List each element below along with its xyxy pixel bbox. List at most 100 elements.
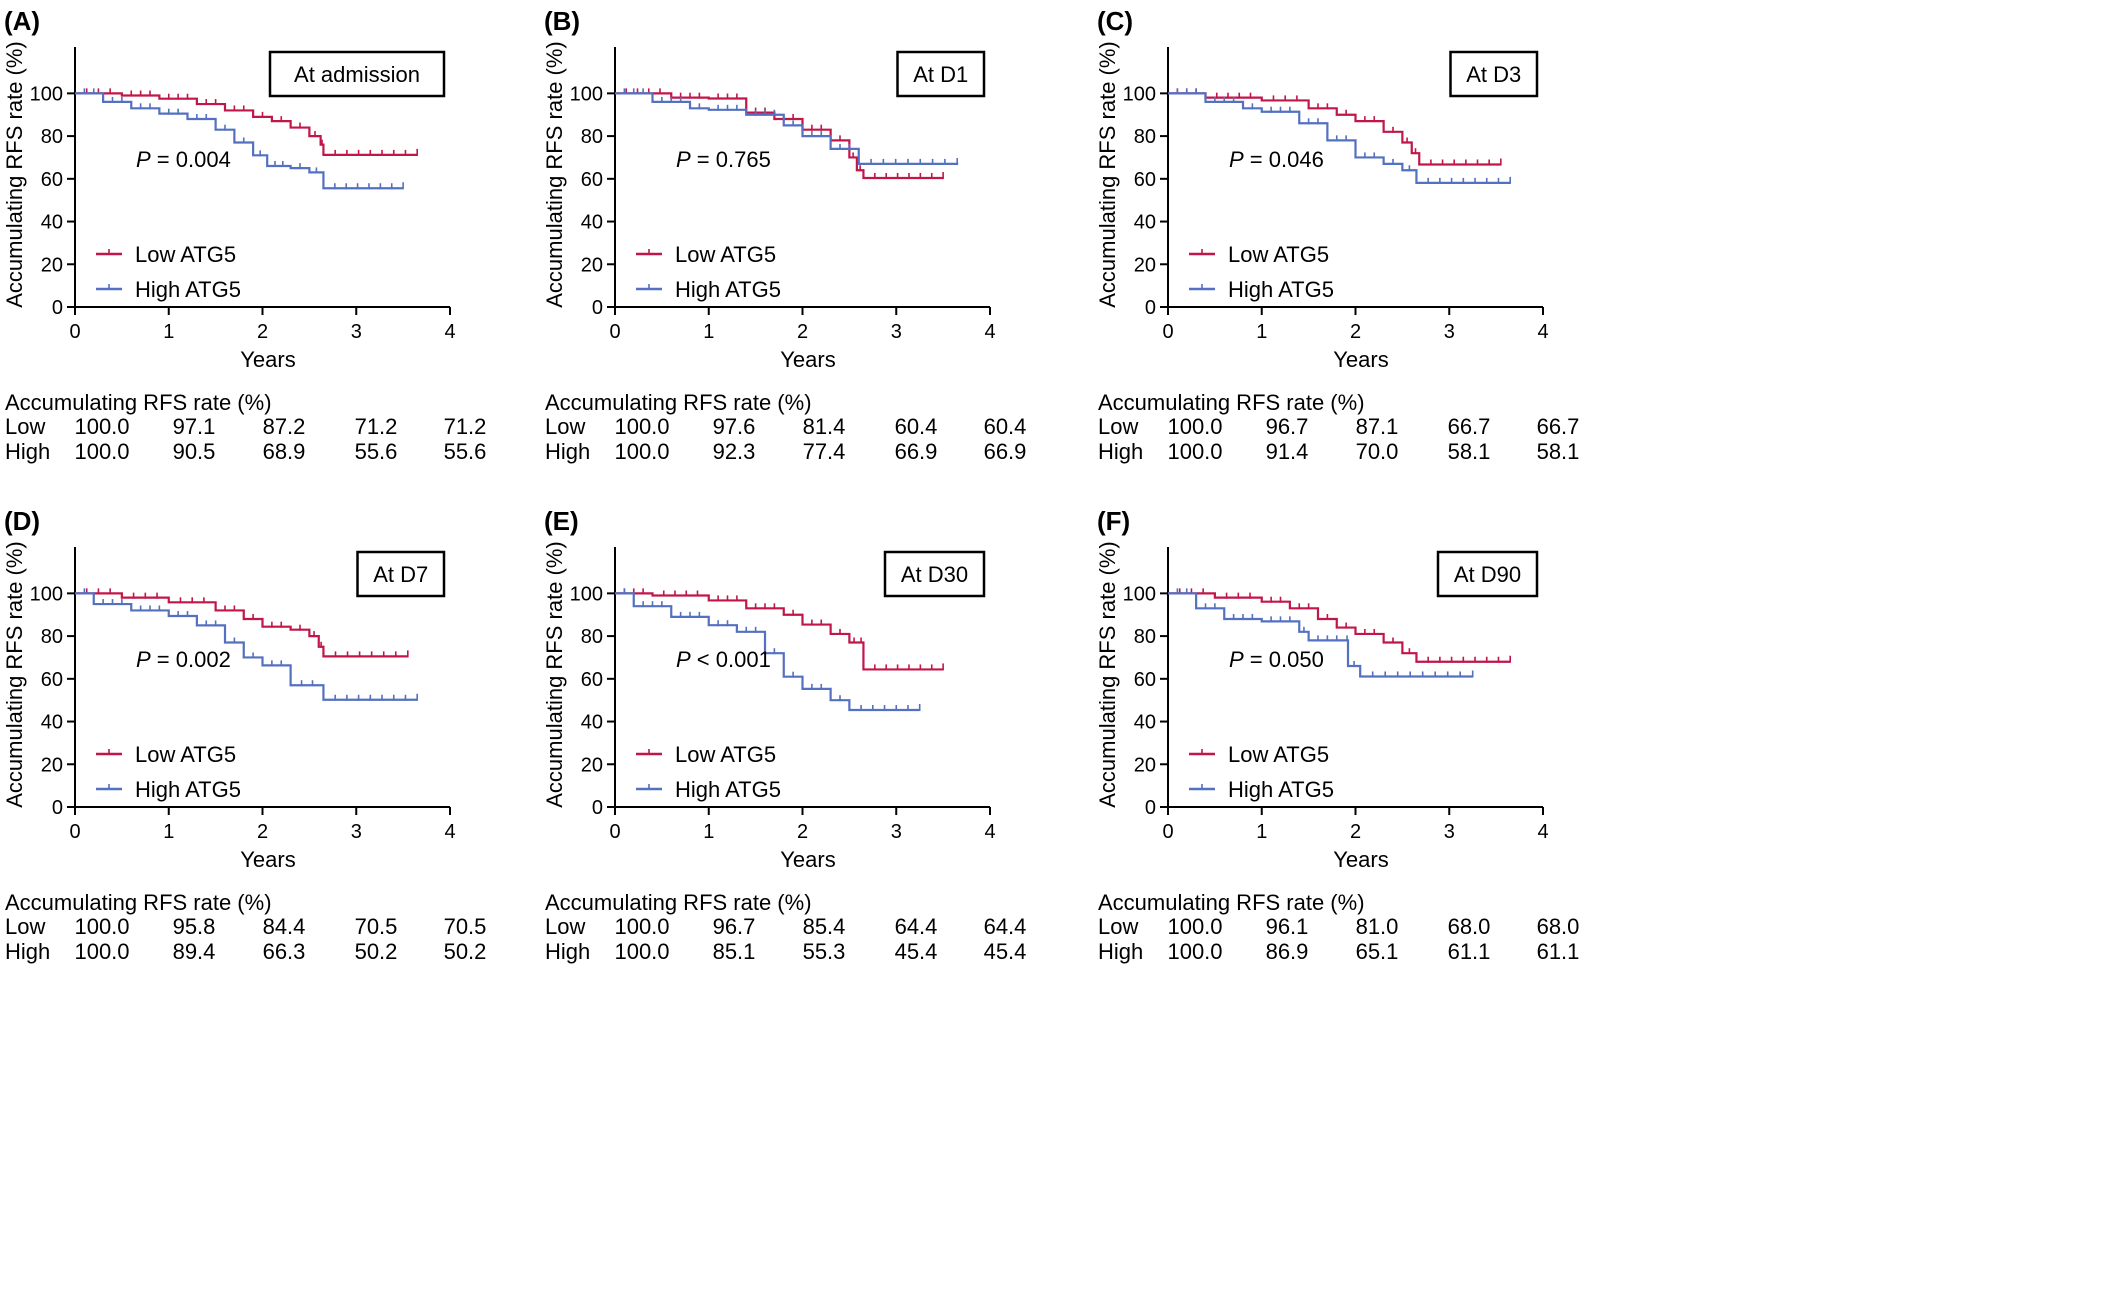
low-atg5-curve bbox=[615, 92, 944, 180]
x-tick-label: 4 bbox=[1537, 321, 1548, 343]
rfs-value: 100.0 bbox=[614, 439, 669, 464]
y-tick-label: 20 bbox=[41, 254, 63, 276]
x-tick-label: 3 bbox=[891, 321, 902, 343]
x-tick-label: 0 bbox=[69, 821, 80, 843]
rfs-row-label: Low bbox=[545, 914, 585, 939]
x-tick-label: 4 bbox=[1537, 821, 1548, 843]
rfs-value: 97.1 bbox=[173, 414, 216, 439]
y-tick-label: 20 bbox=[1134, 754, 1156, 776]
high-atg5-series bbox=[615, 588, 921, 712]
p-symbol: P bbox=[1229, 147, 1244, 172]
rfs-value: 60.4 bbox=[984, 414, 1027, 439]
low-atg5-series bbox=[1168, 88, 1502, 166]
panel-c: (C) 0 20 40 60 80 100 0 1 2 3 4 Years Accumulating RF… bbox=[1095, 6, 1579, 464]
timepoint-box-frame bbox=[1436, 550, 1539, 598]
rfs-value: 96.1 bbox=[1266, 914, 1309, 939]
rfs-value: 100.0 bbox=[1167, 939, 1222, 964]
rfs-value: 66.3 bbox=[263, 939, 306, 964]
y-tick-label: 0 bbox=[1145, 297, 1156, 319]
rfs-value: 91.4 bbox=[1266, 439, 1309, 464]
x-axis-label: Years bbox=[780, 847, 835, 872]
rfs-rate-table: Accumulating RFS rate (%)Low 100.0 96.7 87.… bbox=[1098, 390, 1579, 464]
x-tick-label: 1 bbox=[163, 821, 174, 843]
timepoint-label: At D1 bbox=[913, 62, 968, 87]
rfs-value: 86.9 bbox=[1266, 939, 1309, 964]
y-tick-label: 40 bbox=[581, 712, 603, 734]
y-tick-label: 40 bbox=[41, 712, 63, 734]
rfs-rate-table: Accumulating RFS rate (%)Low 100.0 96.1 81.… bbox=[1098, 890, 1579, 964]
x-tick-label: 1 bbox=[703, 321, 714, 343]
legend-label: High ATG5 bbox=[1228, 777, 1334, 802]
rfs-value: 90.5 bbox=[173, 439, 216, 464]
rfs-value: 81.0 bbox=[1356, 914, 1399, 939]
legend-label: Low ATG5 bbox=[675, 242, 776, 267]
p-value-label: P = 0.765 bbox=[676, 147, 771, 172]
rfs-value: 87.2 bbox=[263, 414, 306, 439]
rfs-value: 66.9 bbox=[895, 439, 938, 464]
high-atg5-curve bbox=[1168, 92, 1511, 184]
rfs-row-label: Low bbox=[5, 914, 45, 939]
timepoint-box-frame bbox=[883, 550, 986, 598]
timepoint-label: At D7 bbox=[373, 562, 428, 587]
p-symbol: P bbox=[676, 647, 691, 672]
rfs-value: 64.4 bbox=[984, 914, 1027, 939]
p-value: = 0.765 bbox=[691, 147, 771, 172]
legend-low-atg5: Low ATG5 bbox=[636, 242, 776, 267]
y-tick-label: 100 bbox=[1123, 83, 1156, 105]
rfs-value: 66.7 bbox=[1537, 414, 1580, 439]
y-tick-label: 20 bbox=[1134, 254, 1156, 276]
timepoint-box-frame bbox=[896, 50, 986, 98]
legend-label: High ATG5 bbox=[1228, 277, 1334, 302]
y-tick-label: 60 bbox=[1134, 669, 1156, 691]
y-tick-label: 60 bbox=[41, 669, 63, 691]
low-atg5-curve bbox=[1168, 592, 1511, 663]
low-atg5-series bbox=[1168, 588, 1511, 663]
y-tick-label: 80 bbox=[41, 626, 63, 648]
rfs-row-label: High bbox=[545, 439, 590, 464]
y-tick-label: 20 bbox=[581, 754, 603, 776]
high-atg5-curve bbox=[75, 92, 404, 190]
rfs-value: 66.9 bbox=[984, 439, 1027, 464]
p-symbol: P bbox=[1229, 647, 1244, 672]
legend-high-atg5: High ATG5 bbox=[96, 777, 241, 802]
rfs-row-label: High bbox=[1098, 439, 1143, 464]
x-axis-label: Years bbox=[1333, 847, 1388, 872]
panel-label: (B) bbox=[544, 6, 580, 36]
y-axis-label: Accumulating RFS rate (%) bbox=[542, 41, 567, 308]
timepoint-label: At D90 bbox=[1454, 562, 1521, 587]
rfs-value: 87.1 bbox=[1356, 414, 1399, 439]
x-tick-label: 0 bbox=[609, 821, 620, 843]
y-tick-label: 100 bbox=[30, 583, 63, 605]
rfs-value: 55.6 bbox=[355, 439, 398, 464]
y-axis-label: Accumulating RFS rate (%) bbox=[2, 541, 27, 808]
panel-f: (F) 0 20 40 60 80 100 0 1 2 3 4 Years Accumulating RF… bbox=[1095, 506, 1579, 964]
rfs-value: 45.4 bbox=[895, 939, 938, 964]
y-tick-label: 80 bbox=[581, 126, 603, 148]
high-atg5-curve bbox=[615, 92, 959, 165]
p-value-label: P = 0.050 bbox=[1229, 647, 1324, 672]
x-tick-label: 4 bbox=[984, 321, 995, 343]
y-tick-label: 40 bbox=[581, 212, 603, 234]
y-axis-label: Accumulating RFS rate (%) bbox=[542, 541, 567, 808]
rfs-value: 81.4 bbox=[803, 414, 846, 439]
x-axis-label: Years bbox=[780, 347, 835, 372]
rfs-value: 68.0 bbox=[1537, 914, 1580, 939]
low-atg5-series bbox=[75, 588, 409, 658]
timepoint-box: At D7 bbox=[356, 550, 446, 598]
panel-label: (D) bbox=[4, 506, 40, 536]
rfs-value: 100.0 bbox=[1167, 914, 1222, 939]
p-value: = 0.004 bbox=[151, 147, 231, 172]
rfs-row-label: High bbox=[5, 439, 50, 464]
y-tick-label: 80 bbox=[1134, 126, 1156, 148]
legend-high-atg5: High ATG5 bbox=[96, 277, 241, 302]
rfs-value: 100.0 bbox=[1167, 439, 1222, 464]
legend-label: High ATG5 bbox=[135, 277, 241, 302]
rfs-value: 77.4 bbox=[803, 439, 846, 464]
rfs-value: 55.3 bbox=[803, 939, 846, 964]
rfs-table-title: Accumulating RFS rate (%) bbox=[545, 890, 812, 915]
p-symbol: P bbox=[136, 647, 151, 672]
rfs-value: 68.9 bbox=[263, 439, 306, 464]
rfs-rate-table: Accumulating RFS rate (%)Low 100.0 97.6 81.… bbox=[545, 390, 1026, 464]
y-tick-label: 80 bbox=[581, 626, 603, 648]
